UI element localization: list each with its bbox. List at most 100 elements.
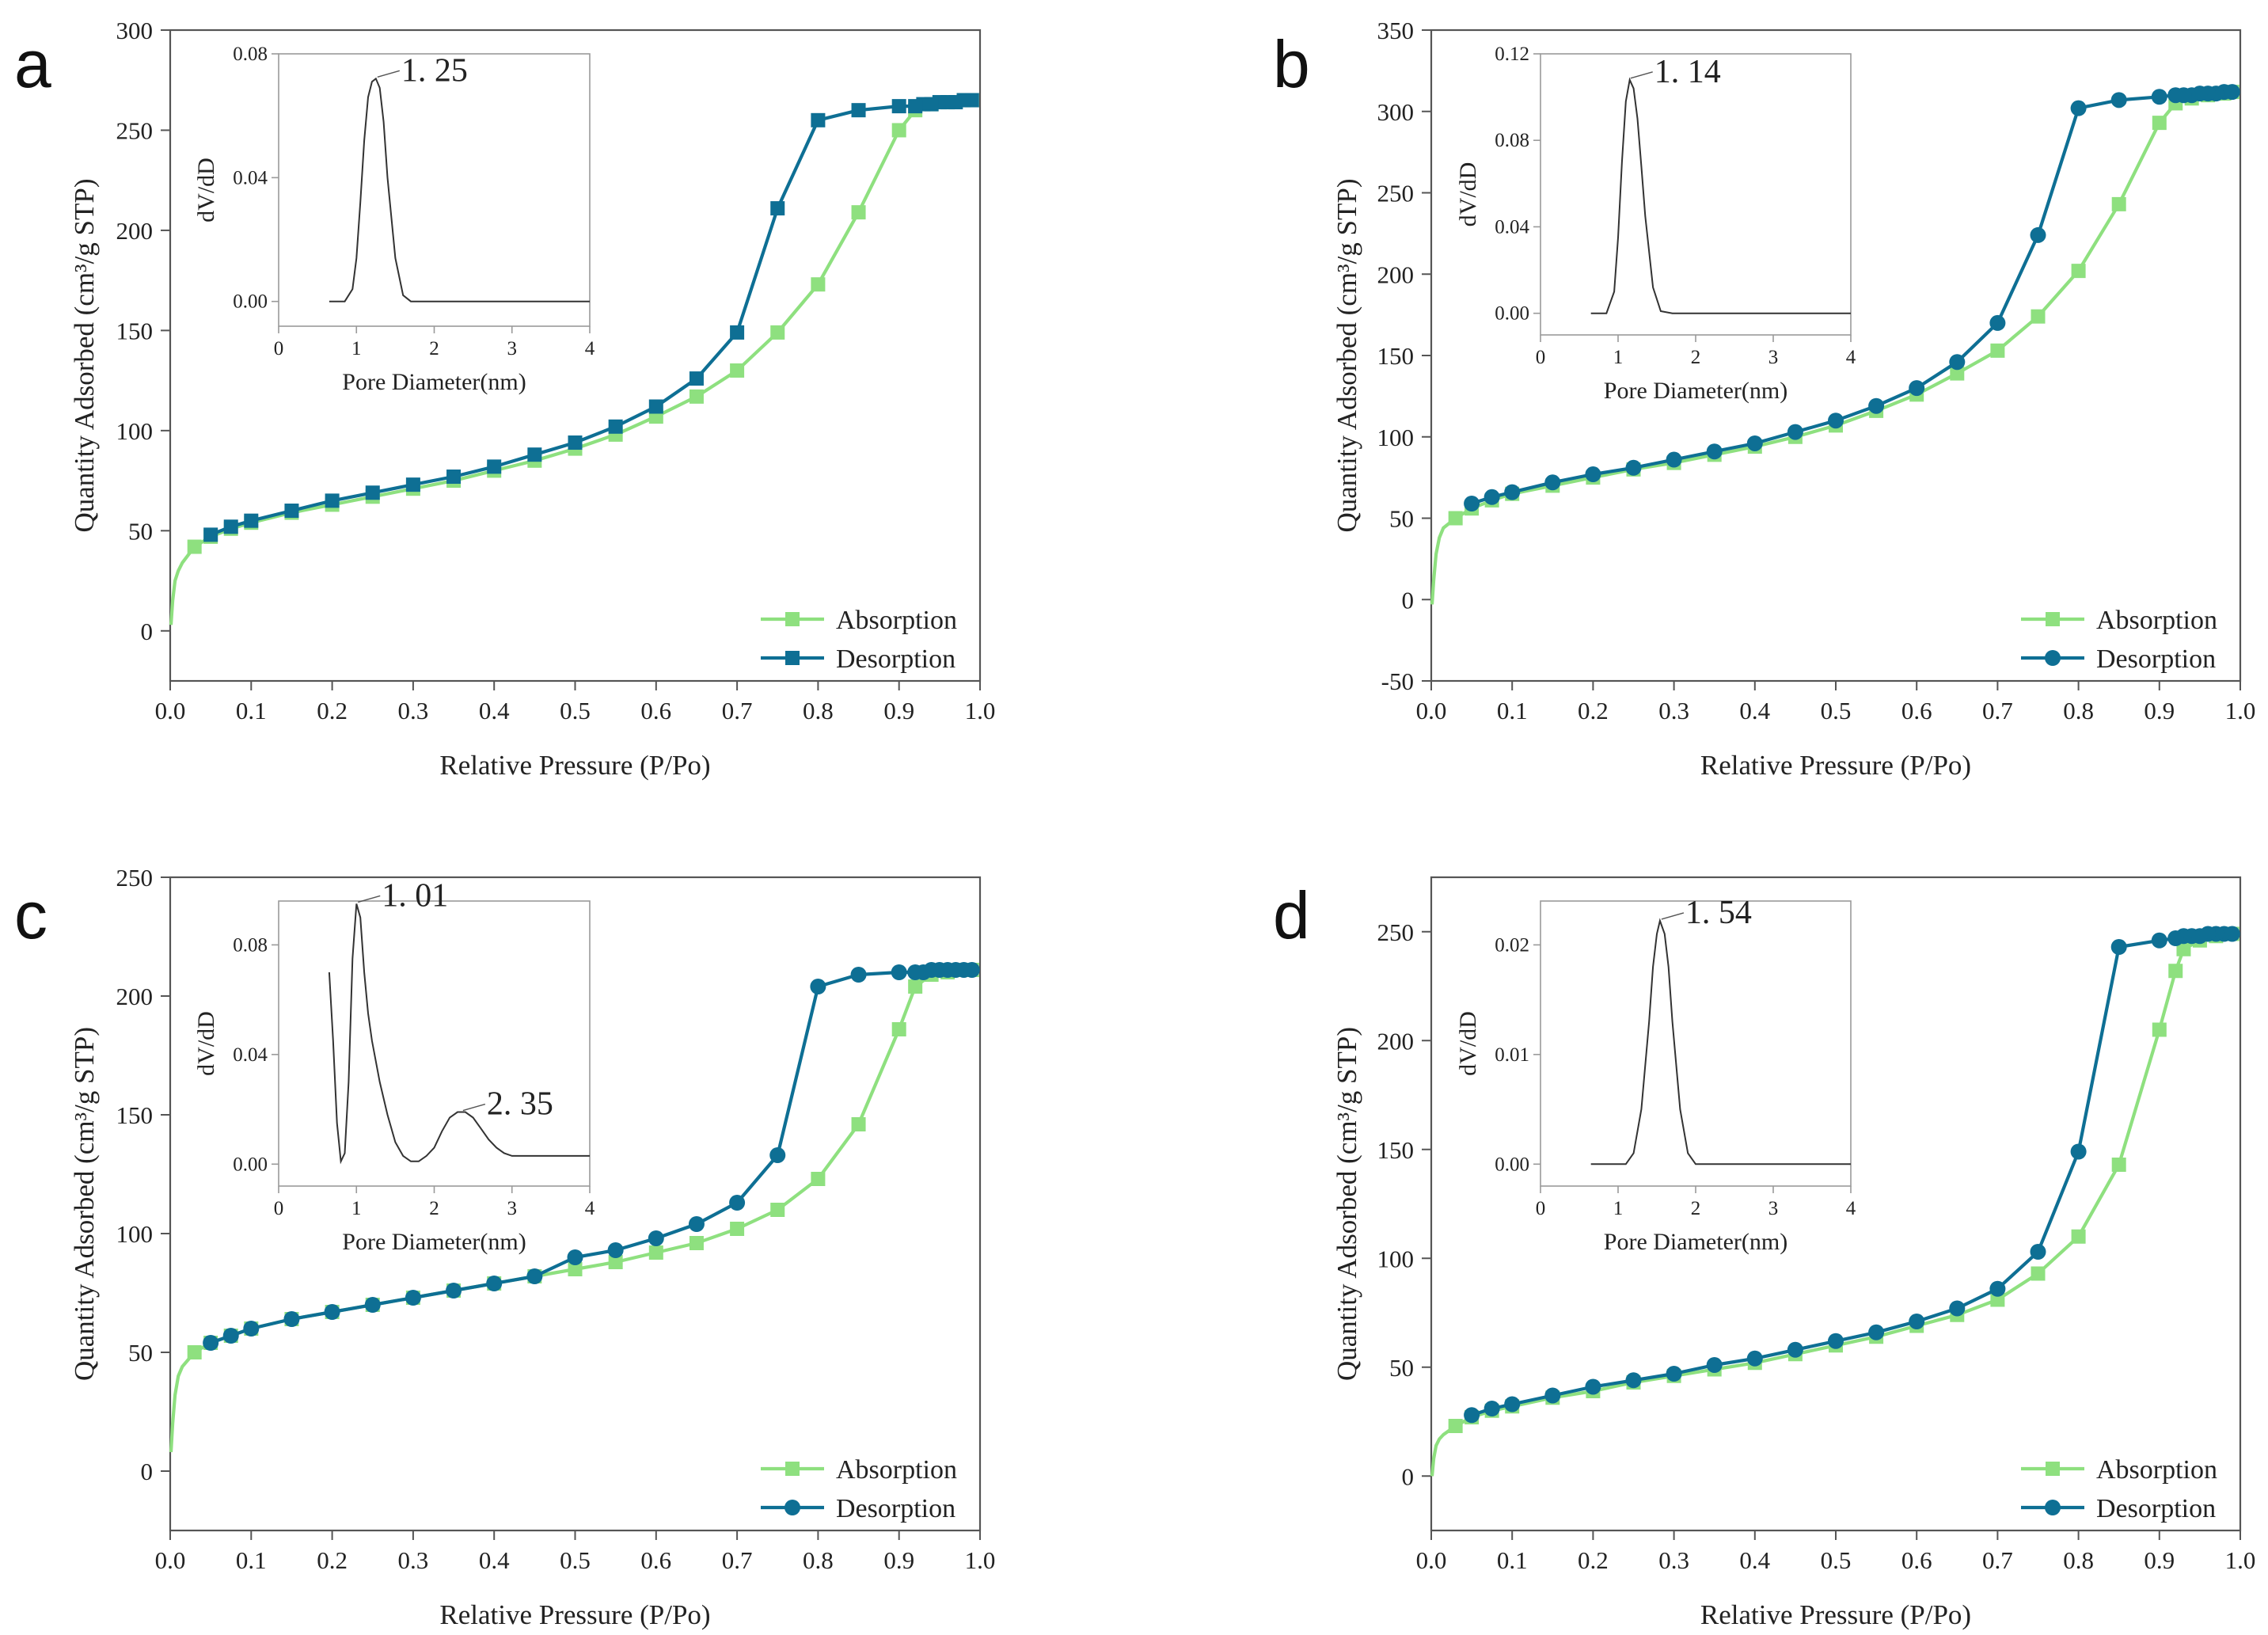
x-tick-label: 1.0 — [965, 697, 996, 724]
panel-letter: b — [1273, 27, 1310, 101]
desorption-point — [2030, 226, 2046, 243]
desorption-point — [365, 485, 380, 500]
desorption-point — [1706, 443, 1723, 460]
inset-x-tick-label: 2 — [429, 338, 439, 359]
inset-y-tick-label: 0.00 — [1495, 1154, 1529, 1175]
peak-annotation: 1. 25 — [401, 52, 468, 89]
series-desorption — [1464, 84, 2240, 512]
pore-size-curve — [1590, 77, 1851, 314]
x-tick-label: 0.0 — [1416, 1546, 1447, 1574]
absorption-point — [2168, 964, 2183, 979]
inset-x-tick-label: 0 — [1536, 1198, 1546, 1219]
desorption-point — [325, 493, 340, 508]
x-tick-label: 0.4 — [479, 697, 510, 724]
x-tick-label: 0.5 — [560, 697, 591, 724]
desorption-point — [648, 399, 663, 414]
panel-letter: c — [14, 878, 47, 952]
desorption-point — [1949, 354, 1966, 371]
x-tick-label: 0.9 — [2144, 697, 2175, 724]
x-tick-label: 0.8 — [2063, 1546, 2094, 1574]
y-tick-label: 250 — [1377, 918, 1415, 946]
y-tick-label: 50 — [128, 1339, 153, 1367]
x-tick-label: 0.4 — [1739, 697, 1770, 724]
absorption-point — [1950, 366, 1965, 381]
y-axis-label: Quantity Adsorbed (cm³/g STP) — [69, 179, 100, 533]
desorption-point — [1504, 1396, 1521, 1413]
inset-chart: 0 1 2 3 4 0.00 0.04 0.08 0.12 Pore Diameter(nm) dV… — [1455, 44, 1856, 404]
absorption-point — [1990, 1292, 2005, 1307]
panel-letter: a — [14, 27, 51, 101]
legend-label: Desorption — [836, 1494, 955, 1523]
y-tick-label: 250 — [116, 864, 154, 892]
x-tick-label: 0.3 — [398, 1546, 429, 1574]
series-desorption — [203, 962, 980, 1351]
y-tick-label: 50 — [1389, 1354, 1414, 1382]
desorption-point — [891, 99, 906, 114]
desorption-point — [446, 470, 462, 485]
desorption-point — [1746, 1350, 1763, 1367]
x-tick-label: 0.1 — [236, 1546, 267, 1574]
y-tick-label: 100 — [116, 1220, 154, 1248]
x-tick-label: 0.3 — [1658, 1546, 1689, 1574]
desorption-point — [2070, 100, 2087, 116]
legend-marker — [784, 1500, 800, 1515]
desorption-point — [1989, 314, 2006, 331]
desorption-point — [1666, 451, 1682, 468]
x-tick-label: 0.5 — [1821, 1546, 1852, 1574]
desorption-point — [1464, 496, 1480, 512]
desorption-point — [908, 99, 923, 114]
absorption-point — [1448, 511, 1463, 526]
legend: Absorption Desorption — [2021, 1455, 2217, 1523]
desorption-point — [2151, 932, 2167, 949]
inset-y-tick-label: 0.01 — [1495, 1044, 1529, 1066]
inset-y-axis-label: dV/dD — [193, 1011, 219, 1076]
inset-y-tick-label: 0.02 — [1495, 934, 1529, 956]
legend: Absorption Desorption — [761, 606, 957, 674]
x-tick-label: 0.0 — [155, 697, 186, 724]
desorption-point — [203, 1335, 219, 1351]
peak-annotation: 2. 35 — [487, 1086, 553, 1123]
desorption-point — [527, 447, 542, 462]
y-axis-label: Quantity Adsorbed (cm³/g STP) — [1332, 1027, 1362, 1381]
inset-frame — [278, 53, 591, 327]
x-tick-label: 0.2 — [317, 1546, 348, 1574]
y-tick-label: 50 — [128, 517, 153, 545]
y-tick-label: 250 — [116, 116, 154, 144]
inset-y-tick-label: 0.12 — [1495, 44, 1529, 65]
inset-chart: 0 1 2 3 4 0.00 0.04 0.08 Pore Diameter(nm) dV/dD 1… — [193, 44, 595, 395]
x-tick-label: 0.7 — [722, 1546, 753, 1574]
inset-x-axis-label: Pore Diameter(nm) — [1604, 378, 1787, 404]
desorption-point — [1868, 1324, 1885, 1340]
inset-y-axis-label: dV/dD — [193, 158, 219, 222]
desorption-point — [1989, 1280, 2006, 1297]
desorption-point — [567, 1249, 583, 1265]
desorption-point — [851, 103, 866, 118]
desorption-point — [222, 1328, 239, 1344]
y-tick-label: -50 — [1381, 667, 1414, 695]
x-tick-label: 0.1 — [1497, 697, 1528, 724]
y-tick-label: 0 — [141, 1458, 154, 1485]
desorption-point — [907, 964, 924, 980]
inset-y-tick-label: 0.04 — [233, 1044, 268, 1066]
x-tick-label: 0.2 — [1578, 697, 1609, 724]
desorption-point — [1625, 459, 1642, 476]
absorption-point — [689, 1236, 704, 1250]
desorption-point — [769, 1147, 786, 1163]
peak-annotation-leader — [1661, 912, 1685, 920]
y-tick-label: 150 — [1377, 1136, 1415, 1164]
legend-marker — [785, 1462, 800, 1476]
inset-y-axis-label: dV/dD — [1455, 162, 1481, 227]
x-tick-label: 0.7 — [1982, 1546, 2013, 1574]
desorption-point — [1909, 380, 1925, 397]
absorption-point — [2111, 1158, 2126, 1172]
desorption-point — [1787, 424, 1803, 440]
y-tick-label: 300 — [1377, 98, 1415, 126]
legend-label: Absorption — [2096, 1455, 2217, 1485]
inset-y-axis-label: dV/dD — [1455, 1011, 1481, 1076]
absorption-point — [608, 1255, 623, 1269]
panel-b: b 0.0 0.1 0.2 0.3 0.4 0.5 0.6 0.7 0.8 0.9 1.0 -50 0 50… — [1273, 17, 2255, 781]
desorption-point — [244, 513, 259, 528]
panel-c: c0.0 0.1 0.2 0.3 0.4 0.5 0.6 0.7 0.8 0.9 1.0050100… — [14, 864, 995, 1630]
inset-y-tick-label: 0.04 — [1495, 216, 1529, 238]
y-tick-label: 250 — [1377, 180, 1415, 207]
